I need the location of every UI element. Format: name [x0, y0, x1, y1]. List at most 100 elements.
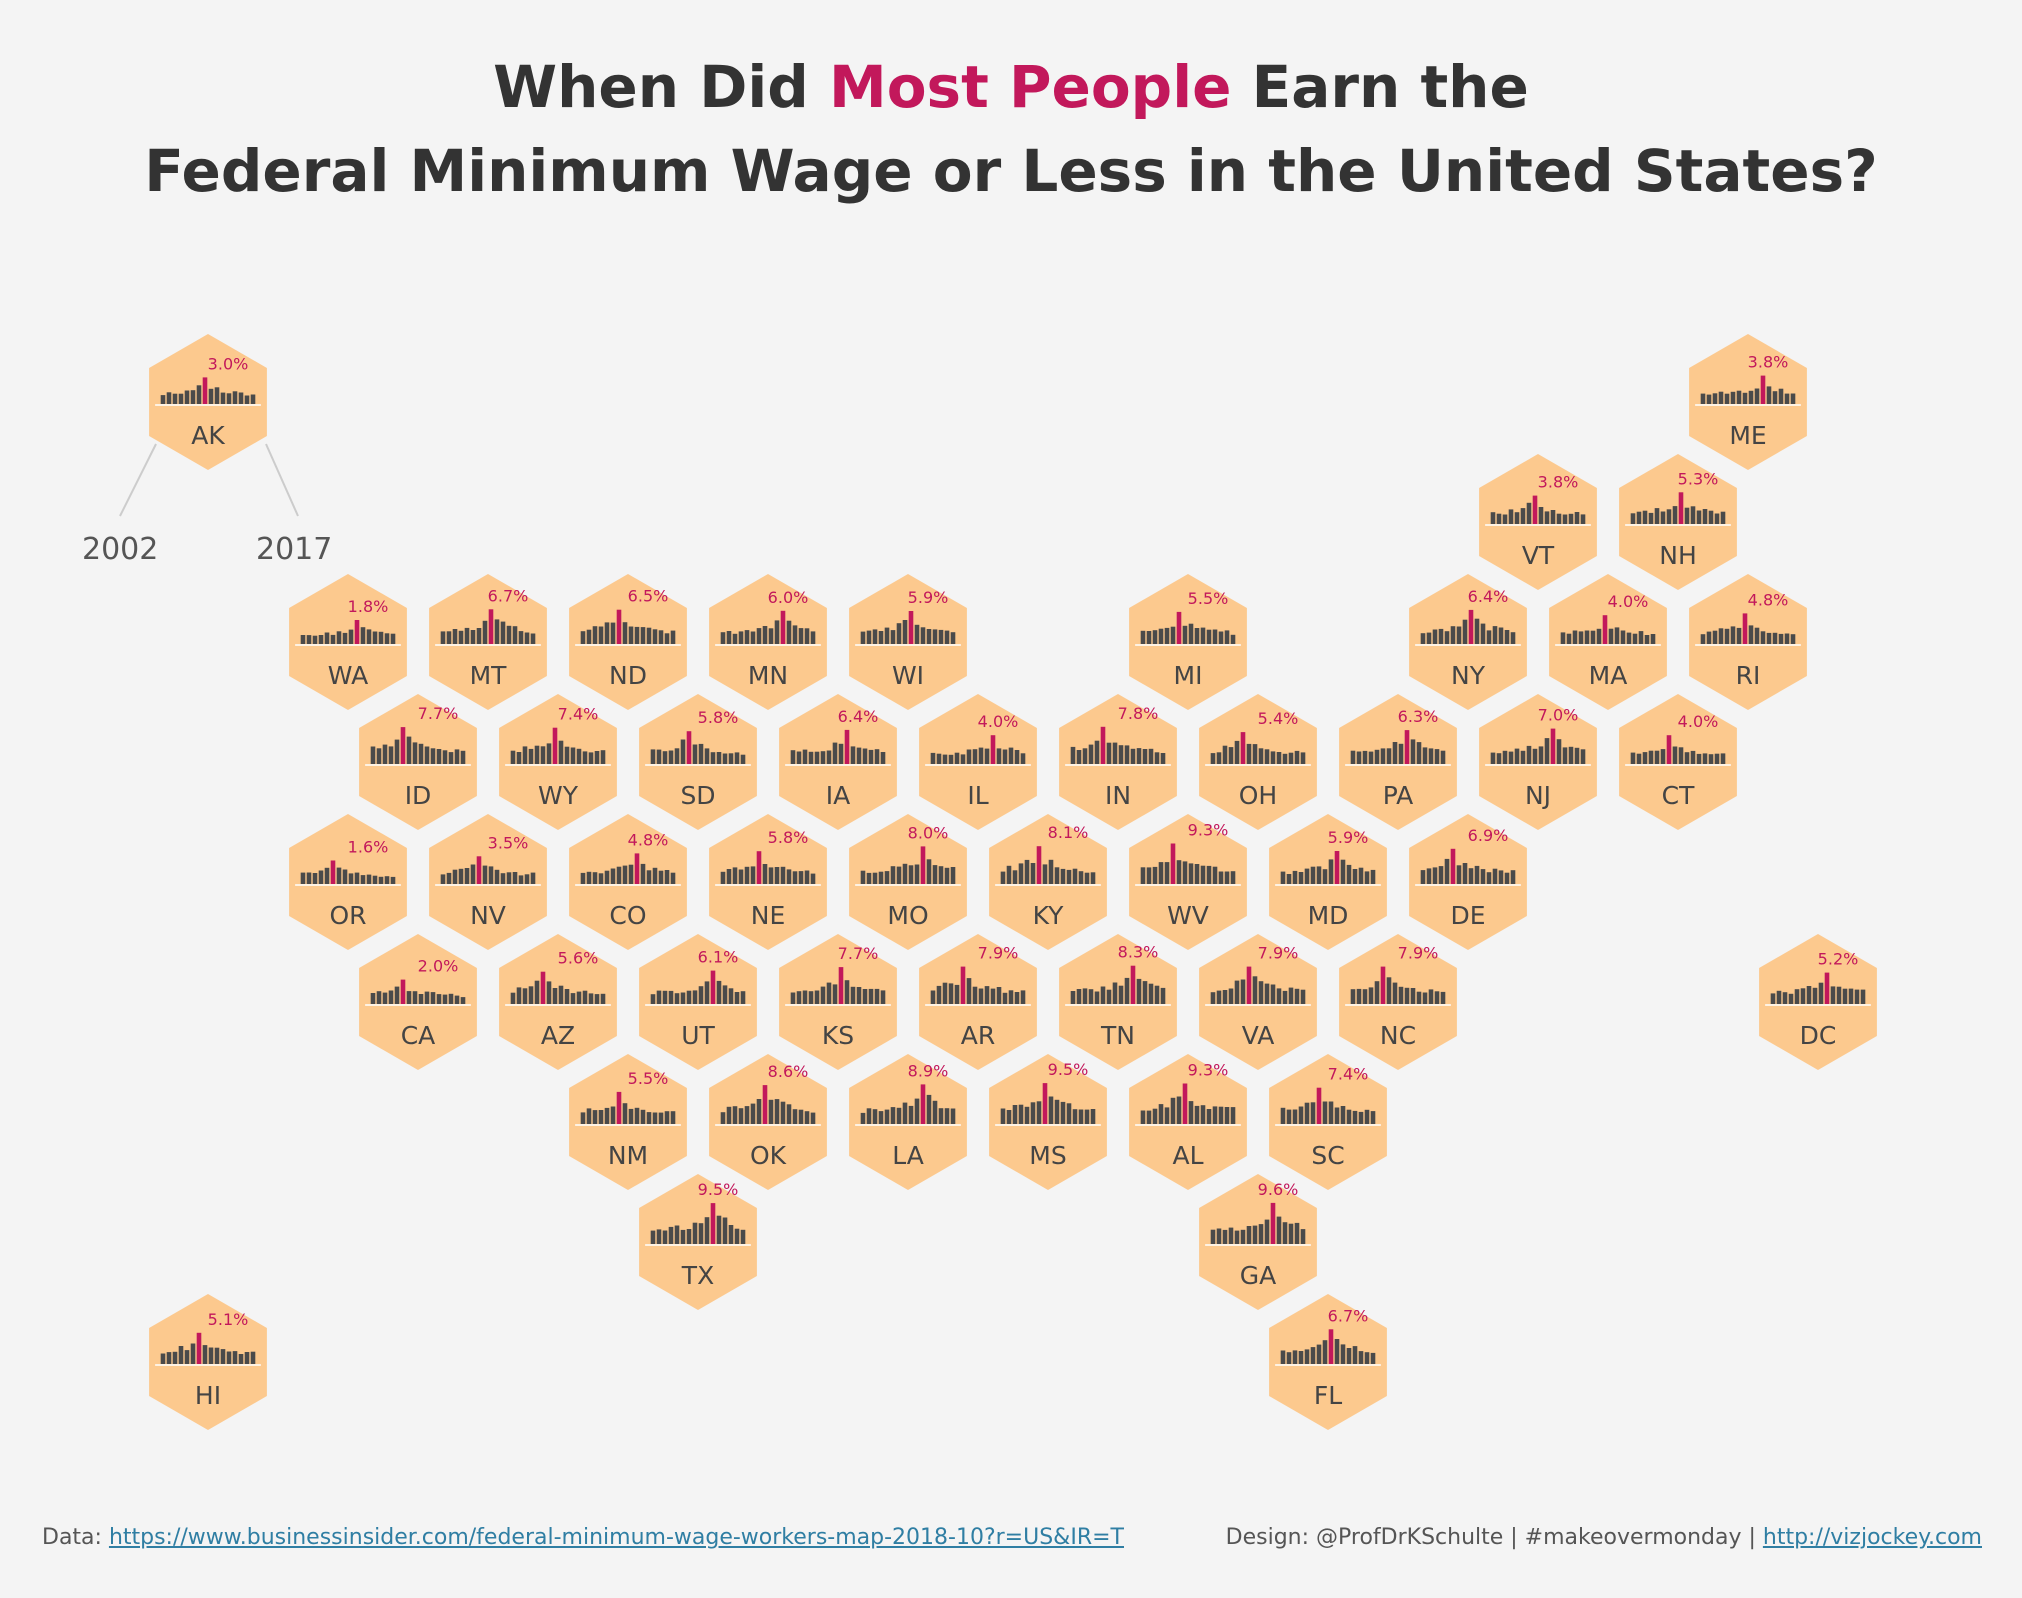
peak-label: 5.5% [628, 1069, 669, 1088]
state-sd[interactable]: 5.8% SD [639, 694, 757, 830]
state-or[interactable]: 1.6% OR [289, 814, 407, 950]
state-ok[interactable]: 8.6% OK [709, 1054, 827, 1190]
state-ny[interactable]: 6.4% NY [1409, 574, 1527, 710]
spark-bar [1638, 631, 1644, 644]
state-ri[interactable]: 4.8% RI [1689, 574, 1807, 710]
state-code-label: MD [1308, 901, 1349, 930]
state-mn[interactable]: 6.0% MN [709, 574, 827, 710]
state-sc[interactable]: 7.4% SC [1269, 1054, 1387, 1190]
spark-bar [440, 874, 446, 884]
spark-bar [306, 635, 312, 644]
state-in[interactable]: 7.8% IN [1059, 694, 1177, 830]
spark-bar [1194, 1105, 1200, 1124]
state-wy[interactable]: 7.4% WY [499, 694, 617, 830]
state-fl[interactable]: 6.7% FL [1269, 1294, 1387, 1430]
state-wv[interactable]: 9.3% WV [1129, 814, 1247, 950]
state-code-label: NV [470, 901, 506, 930]
state-nv[interactable]: 3.5% NV [429, 814, 547, 950]
state-oh[interactable]: 5.4% OH [1199, 694, 1317, 830]
spark-bar [640, 1109, 646, 1124]
state-ms[interactable]: 9.5% MS [989, 1054, 1107, 1190]
peak-label: 8.1% [1048, 823, 1089, 842]
state-ga[interactable]: 9.6% GA [1199, 1174, 1317, 1310]
state-hi[interactable]: 5.1% HI [149, 1294, 267, 1430]
state-nj[interactable]: 7.0% NJ [1479, 694, 1597, 830]
spark-bar [878, 871, 884, 884]
spark-bar [1480, 869, 1486, 884]
state-tn[interactable]: 8.3% TN [1059, 934, 1177, 1070]
state-wa[interactable]: 1.8% WA [289, 574, 407, 710]
spark-bar [1784, 633, 1790, 644]
spark-bar [820, 986, 826, 1004]
legend-start-year: 2002 [82, 532, 159, 567]
spark-bar [780, 610, 786, 644]
spark-bar [1672, 746, 1678, 764]
spark-bar [944, 630, 950, 644]
peak-label: 8.0% [908, 823, 949, 842]
state-ar[interactable]: 7.9% AR [919, 934, 1037, 1070]
spark-bar [1328, 1101, 1334, 1124]
state-ak[interactable]: 3.0% AK [149, 334, 267, 470]
state-dc[interactable]: 5.2% DC [1759, 934, 1877, 1070]
state-me[interactable]: 3.8% ME [1689, 334, 1807, 470]
state-ma[interactable]: 4.0% MA [1549, 574, 1667, 710]
spark-bar [860, 870, 866, 884]
state-az[interactable]: 5.6% AZ [499, 934, 617, 1070]
spark-bar [1024, 859, 1030, 884]
state-pa[interactable]: 6.3% PA [1339, 694, 1457, 830]
spark-bar [664, 1111, 670, 1124]
footer-data-link[interactable]: https://www.businessinsider.com/federal-… [108, 1525, 1124, 1550]
spark-bar [1322, 1340, 1328, 1364]
state-la[interactable]: 8.9% LA [849, 1054, 967, 1190]
spark-bar [1234, 980, 1240, 1004]
footer-design-link[interactable]: http://vizjockey.com [1762, 1525, 1982, 1550]
state-de[interactable]: 6.9% DE [1409, 814, 1527, 950]
spark-bar [1054, 867, 1060, 884]
state-mt[interactable]: 6.7% MT [429, 574, 547, 710]
state-nc[interactable]: 7.9% NC [1339, 934, 1457, 1070]
state-md[interactable]: 5.9% MD [1269, 814, 1387, 950]
state-nm[interactable]: 5.5% NM [569, 1054, 687, 1190]
spark-bar [1160, 753, 1166, 764]
spark-bar [804, 628, 810, 644]
state-nh[interactable]: 5.3% NH [1619, 454, 1737, 590]
state-ut[interactable]: 6.1% UT [639, 934, 757, 1070]
spark-bar [226, 1351, 232, 1364]
spark-bar [1748, 390, 1754, 404]
state-il[interactable]: 4.0% IL [919, 694, 1037, 830]
state-mi[interactable]: 5.5% MI [1129, 574, 1247, 710]
spark-bar [950, 632, 956, 644]
state-al[interactable]: 9.3% AL [1129, 1054, 1247, 1190]
state-ia[interactable]: 6.4% IA [779, 694, 897, 830]
peak-label: 7.8% [1118, 704, 1159, 723]
spark-bar [1176, 1096, 1182, 1124]
state-va[interactable]: 7.9% VA [1199, 934, 1317, 1070]
state-vt[interactable]: 3.8% VT [1479, 454, 1597, 590]
spark-bar [926, 859, 932, 884]
state-ky[interactable]: 8.1% KY [989, 814, 1107, 950]
spark-bar [1462, 863, 1468, 884]
spark-bar [738, 869, 744, 884]
spark-bar [342, 869, 348, 884]
state-ct[interactable]: 4.0% CT [1619, 694, 1737, 830]
state-ks[interactable]: 7.7% KS [779, 934, 897, 1070]
spark-bar [874, 988, 880, 1004]
spark-bar [1566, 633, 1572, 644]
state-co[interactable]: 4.8% CO [569, 814, 687, 950]
state-tx[interactable]: 9.5% TX [639, 1174, 757, 1310]
peak-label: 8.3% [1118, 943, 1159, 962]
spark-bar [954, 984, 960, 1004]
state-ca[interactable]: 2.0% CA [359, 934, 477, 1070]
spark-bar [1146, 867, 1152, 884]
state-wi[interactable]: 5.9% WI [849, 574, 967, 710]
spark-bar [1782, 992, 1788, 1004]
spark-bar [1496, 513, 1502, 524]
spark-bar [1240, 1229, 1246, 1244]
state-mo[interactable]: 8.0% MO [849, 814, 967, 950]
state-nd[interactable]: 6.5% ND [569, 574, 687, 710]
state-id[interactable]: 7.7% ID [359, 694, 477, 830]
state-ne[interactable]: 5.8% NE [709, 814, 827, 950]
spark-bar [978, 747, 984, 764]
spark-bar [300, 635, 306, 644]
state-code-label: ND [609, 661, 647, 690]
